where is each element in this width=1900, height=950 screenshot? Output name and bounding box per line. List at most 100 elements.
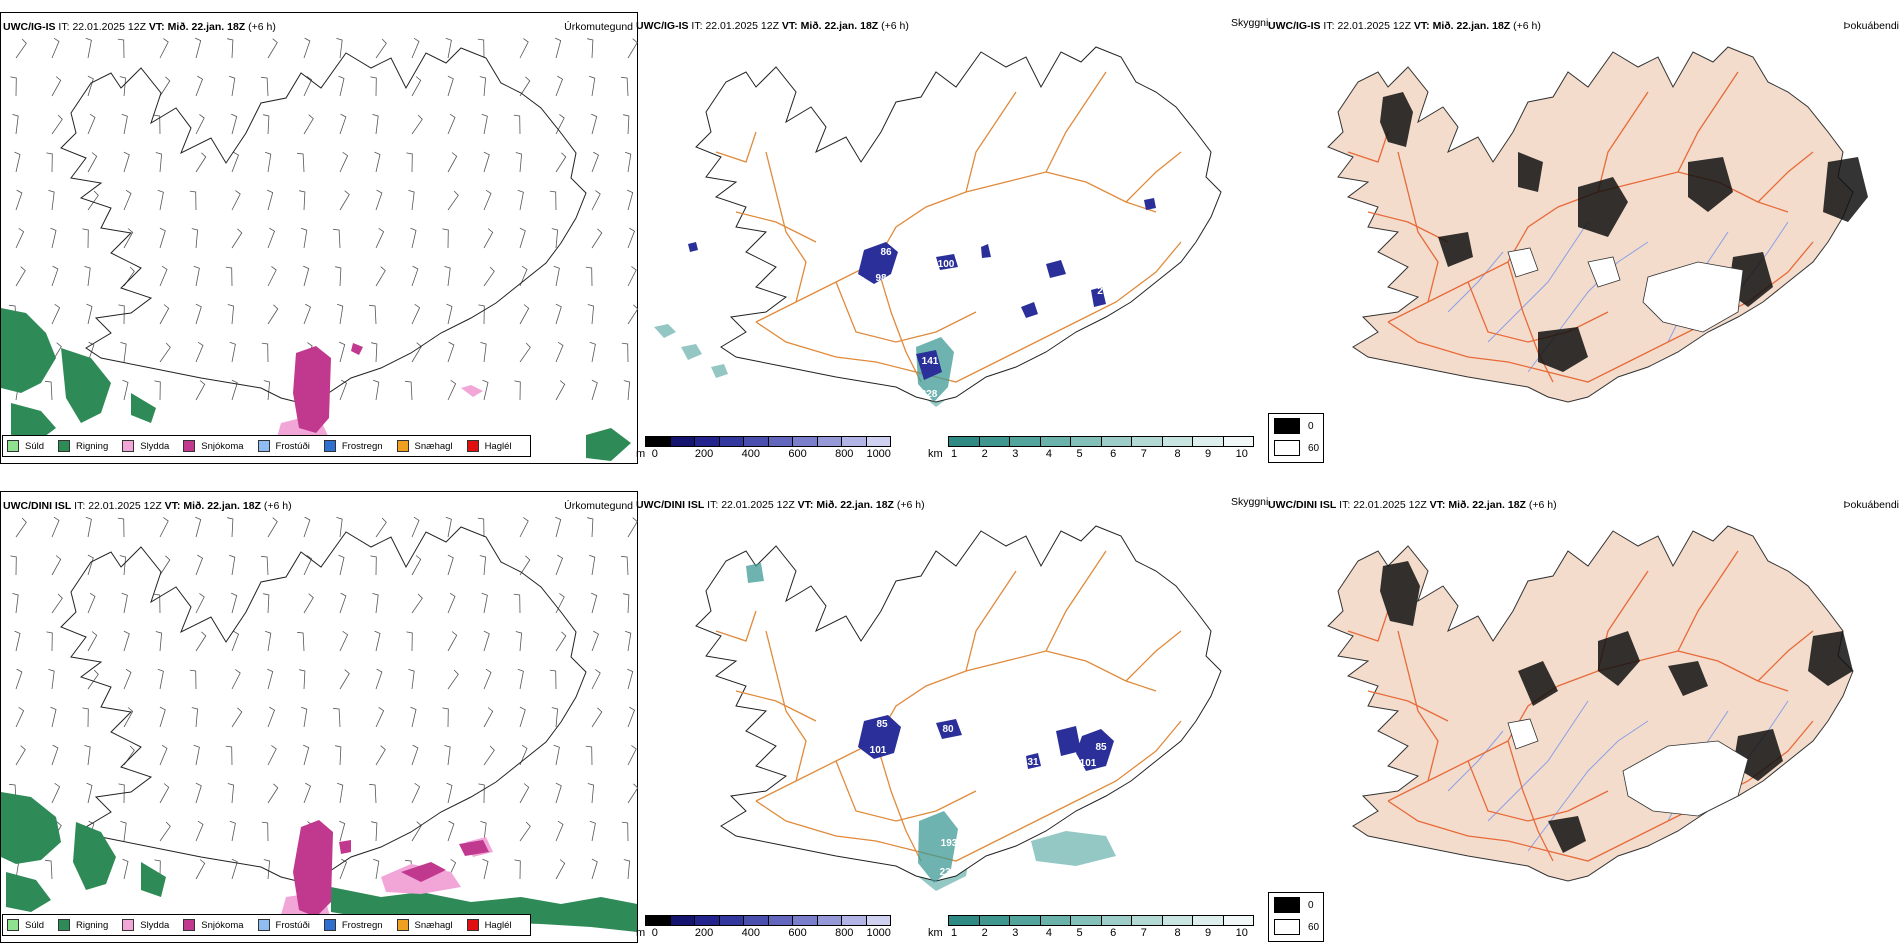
wind-barb	[297, 631, 305, 652]
wind-barb	[479, 555, 487, 576]
cloud-base-label: 101	[870, 745, 887, 756]
wind-barb	[87, 113, 96, 135]
precip-map	[1, 516, 639, 932]
wind-barb	[303, 593, 314, 614]
legend-swatch	[396, 919, 409, 931]
wind-barb	[87, 190, 99, 211]
road	[1467, 760, 1609, 822]
wind-barb	[87, 152, 98, 173]
wind-barb	[191, 228, 199, 249]
visibility-map: 86 2 98 100 97 32 2 141 328	[654, 46, 1222, 407]
road	[755, 241, 1182, 383]
wind-barb	[336, 303, 344, 325]
wind-barb	[627, 266, 637, 287]
colorbar-tick: 9	[1205, 448, 1212, 460]
wind-barb	[442, 707, 449, 728]
wind-barb	[335, 266, 342, 287]
wind-barb	[627, 706, 635, 728]
road	[1597, 91, 1649, 193]
wind-barb	[627, 227, 635, 249]
colorbar-tick: 4	[1045, 927, 1053, 939]
wind-barb	[46, 631, 53, 652]
wind-barb	[195, 114, 205, 135]
colorbar-tick: 800	[835, 448, 854, 460]
wind-barb	[589, 820, 596, 842]
cloud-base-label: 328	[921, 389, 938, 400]
wind-barb	[587, 783, 595, 804]
parameter-label: Þokuábendi	[1843, 20, 1899, 32]
wind-barb	[157, 668, 164, 690]
wind-barb	[303, 782, 311, 804]
wind-barb	[85, 516, 92, 538]
colorbar-tick: 6	[1110, 927, 1117, 939]
wind-barb	[555, 380, 566, 401]
wind-barb	[591, 113, 598, 135]
wind-barb	[333, 707, 341, 728]
wind-barb	[339, 113, 347, 135]
precip-legend: Súld Rigning Slydda Snjókoma Frostúði Fr…	[2, 435, 531, 457]
wind-barb	[446, 782, 453, 804]
cloud-base-label: 101	[1080, 758, 1097, 769]
wind-barb	[411, 555, 422, 576]
header: UWC/DINI ISL IT: 22.01.2025 12Z VT: Mið.…	[636, 499, 925, 511]
wind-barb	[627, 189, 634, 211]
wind-barb	[231, 151, 239, 173]
wind-barb	[231, 592, 238, 614]
wind-barb	[51, 555, 62, 576]
wind-barb	[555, 631, 567, 652]
colorbar-tick: 3	[1012, 927, 1019, 939]
wind-barb	[519, 783, 530, 804]
cloud-base-label: 85	[1095, 742, 1107, 753]
colorbar-unit: m	[636, 448, 646, 460]
wind-barb	[267, 668, 274, 690]
wind-barb	[193, 265, 200, 287]
visibility-colorbar: km 1 2 3 4 5 6 7 8 9 10	[928, 915, 1254, 940]
wind-barbs	[9, 516, 639, 880]
wind-barb	[339, 858, 347, 880]
colorbar-tick: 600	[788, 448, 807, 460]
wind-barb	[228, 75, 236, 97]
wind-barb	[447, 669, 459, 690]
wind-barb	[227, 783, 235, 804]
cloud-base-label: 193	[941, 838, 958, 849]
legend-swatch	[7, 440, 19, 452]
wind-barb	[15, 517, 27, 538]
fog-panel-row2: UWC/DINI ISL IT: 22.01.2025 12Z VT: Mið.…	[1268, 491, 1900, 942]
wind-barb	[519, 706, 526, 728]
wind-barb	[555, 114, 565, 135]
colorbar-tick: 8	[1174, 448, 1181, 460]
fog-legend: 0 60	[1268, 892, 1324, 942]
wind-barb	[51, 37, 60, 59]
cloud-base-label: 97	[1143, 226, 1155, 237]
wind-barb	[339, 630, 349, 652]
colorbar-tick: 600	[788, 927, 807, 939]
cloud-base-colorbar: m 0 200 400 600 800 1000	[636, 436, 891, 461]
header: UWC/IG-IS IT: 22.01.2025 12Z VT: Mið. 22…	[1268, 20, 1541, 32]
wind-barb	[227, 517, 234, 538]
legend-item: Rigning	[58, 919, 108, 931]
wind-barb	[477, 517, 485, 538]
road	[1677, 550, 1739, 652]
wind-barb	[231, 669, 241, 690]
colorbar-tick: 200	[694, 448, 714, 460]
wind-barb	[225, 266, 233, 287]
wind-barb	[51, 114, 63, 135]
wind-barb	[48, 669, 55, 690]
wind-barb	[123, 151, 130, 173]
wind-barb	[549, 190, 557, 211]
road	[1397, 151, 1439, 303]
wind-barb	[447, 554, 454, 576]
wind-barb	[447, 379, 457, 401]
road	[835, 281, 977, 343]
colorbar-unit: km	[928, 448, 943, 460]
wind-barb	[51, 265, 59, 287]
wind-barb	[369, 783, 377, 804]
wind-barb	[15, 38, 27, 59]
wind-barb	[87, 75, 94, 97]
wind-barb	[555, 554, 563, 576]
wind-barb	[482, 379, 489, 401]
road	[1125, 151, 1182, 203]
fog-legend-item: 0	[1274, 897, 1314, 913]
wind-barb	[82, 228, 89, 249]
wind-barb	[195, 631, 207, 652]
